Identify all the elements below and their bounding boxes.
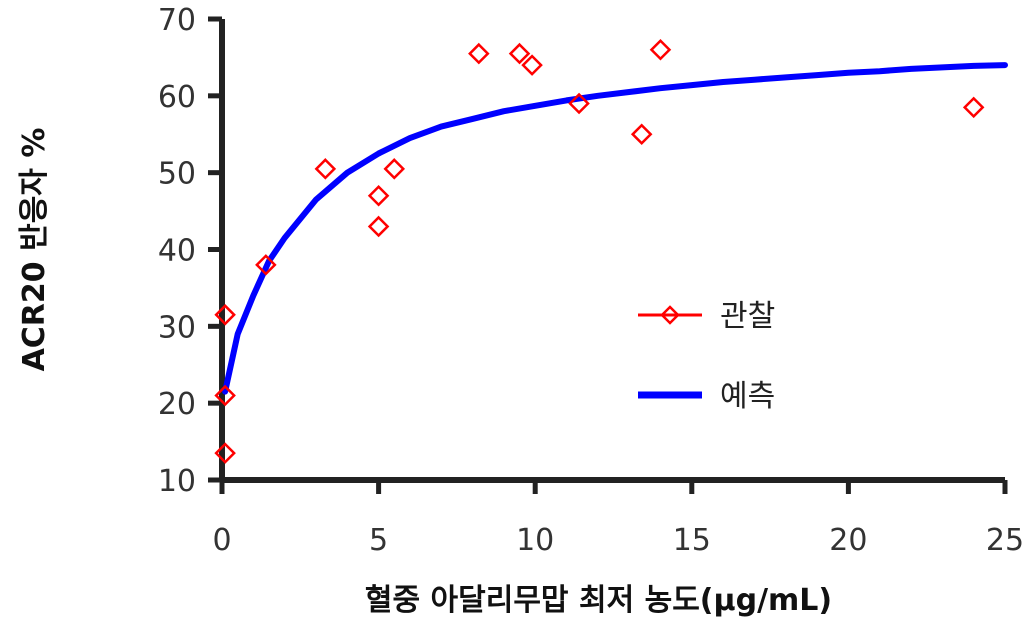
y-tick-label: 30: [158, 310, 196, 345]
x-tick-label: 25: [986, 523, 1024, 558]
x-tick-label: 0: [212, 523, 231, 558]
predicted-curve: [222, 62, 1008, 395]
observed-point: [367, 184, 390, 207]
x-tick-label: 10: [516, 523, 554, 558]
observed-point: [649, 38, 672, 61]
y-tick-label: 70: [158, 3, 196, 38]
legend-observed-label: 관찰: [720, 299, 775, 334]
observed-point: [367, 215, 390, 238]
x-tick-label: 5: [369, 523, 388, 558]
observed-point: [630, 123, 653, 146]
series-predicted: [222, 62, 1008, 395]
y-tick-label: 60: [158, 80, 196, 115]
observed-point: [214, 384, 236, 407]
observed-point: [383, 158, 406, 180]
y-tick-label: 10: [158, 464, 196, 499]
x-tick-label: 15: [673, 523, 711, 558]
series-observed: [214, 38, 985, 464]
observed-point: [521, 54, 543, 76]
observed-point: [214, 304, 236, 326]
observed-point: [314, 158, 337, 180]
y-axis-title: ACR20 반응자 %: [17, 128, 52, 372]
observed-point: [508, 42, 531, 65]
y-tick-label: 40: [158, 234, 196, 269]
y-tick-label: 20: [158, 387, 196, 422]
legend-observed-marker: [660, 305, 680, 325]
y-tick-label: 50: [158, 157, 196, 192]
legend-predicted-label: 예측: [720, 379, 775, 414]
observed-point: [962, 96, 985, 119]
observed-point: [214, 442, 236, 464]
ticks: 10 20 30 40 50 60 70 0 5 10 15 20 25: [158, 3, 1024, 558]
axes: [219, 19, 1005, 483]
observed-point: [568, 92, 590, 115]
observed-point: [468, 42, 490, 65]
x-axis-title: 혈중 아달리무맙 최저 농도(μg/mL): [365, 583, 832, 618]
x-tick-label: 20: [829, 523, 867, 558]
observed-point: [255, 254, 277, 276]
